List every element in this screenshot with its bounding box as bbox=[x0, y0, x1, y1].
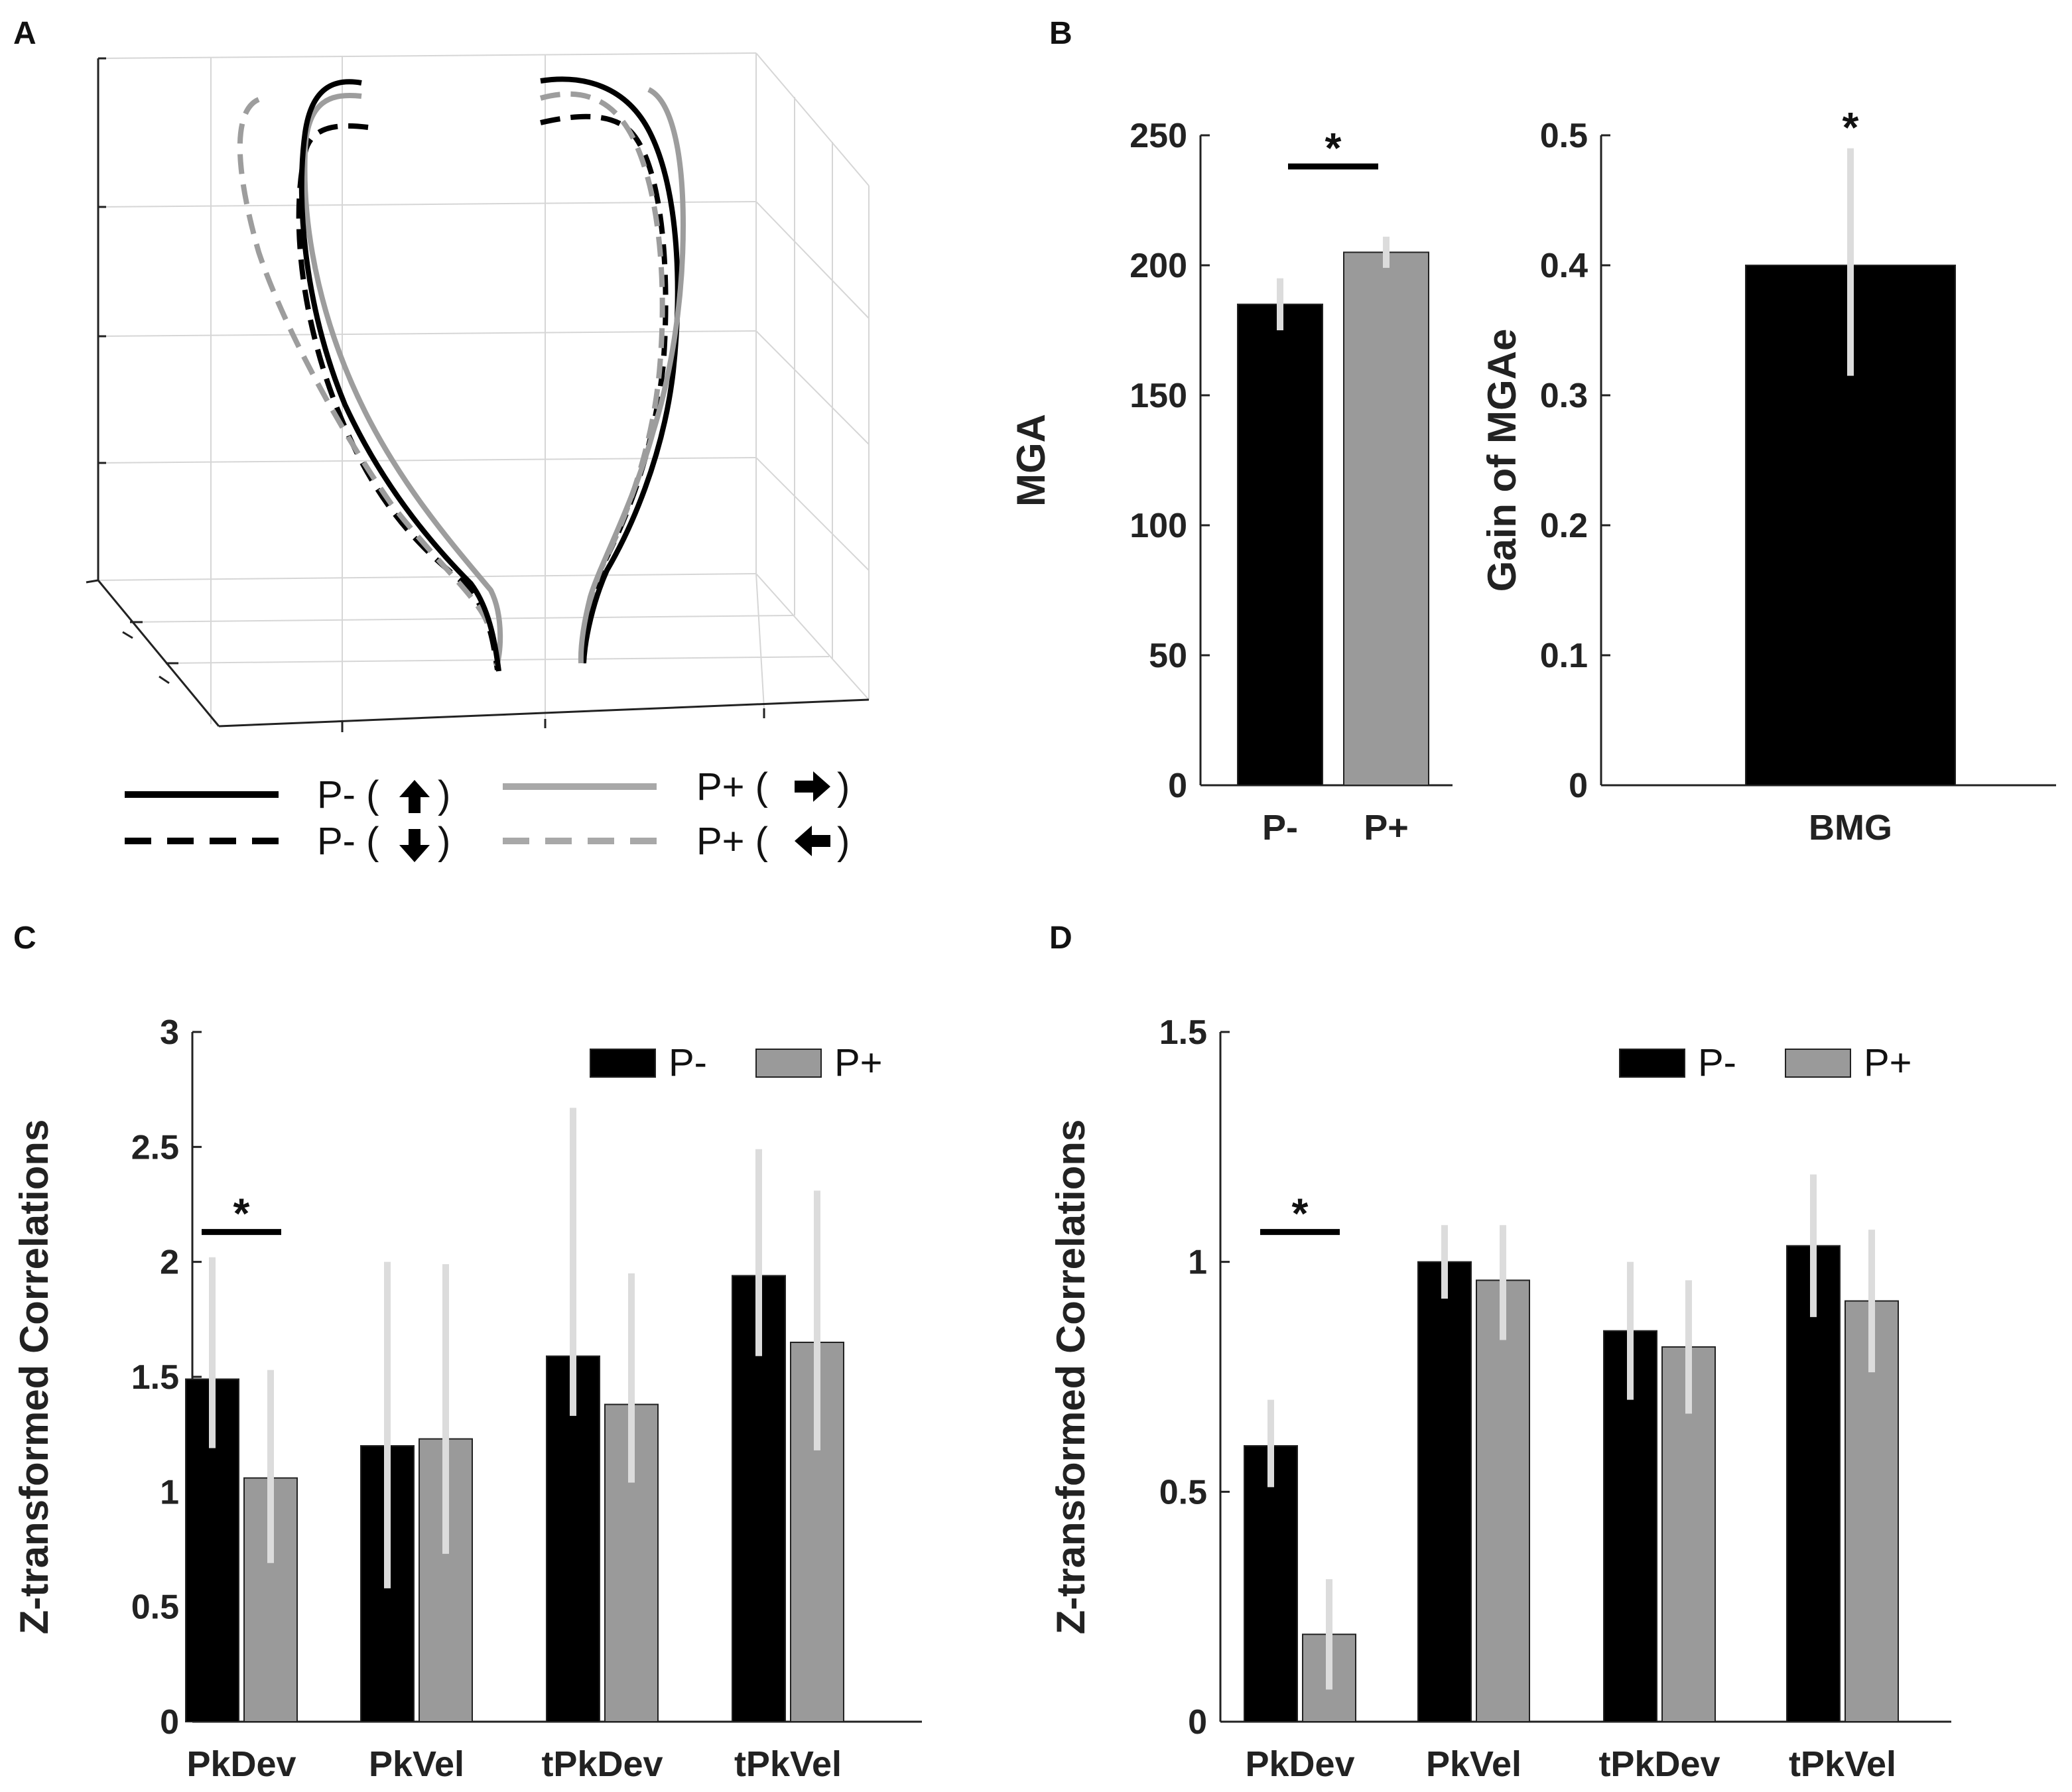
legend-swatch-p-minus bbox=[1619, 1049, 1685, 1078]
bar-P--tPkDev bbox=[546, 1355, 600, 1723]
trajectory-p-minus-up-right bbox=[540, 76, 680, 664]
x-category-label: P+ bbox=[1364, 808, 1409, 848]
y-tick-label: 1.5 bbox=[1159, 1013, 1207, 1052]
y-axis-label: Z-transformed Correlations bbox=[1049, 1120, 1093, 1635]
significance-star: * bbox=[1325, 124, 1342, 172]
y-tick-label: 0.5 bbox=[1540, 117, 1588, 155]
legend-label-p-plus: P+ bbox=[1864, 1041, 1912, 1084]
legend-label-p-minus: P- bbox=[1698, 1041, 1736, 1084]
legend-entry-p-minus-up: P- ( ) bbox=[125, 773, 450, 816]
x-category-label: BMG bbox=[1809, 808, 1892, 848]
legend-entry-p-plus-left: P+ ( ) bbox=[503, 820, 850, 863]
legend-close-paren: ) bbox=[438, 820, 450, 863]
y-tick-label: 1.5 bbox=[131, 1358, 179, 1397]
y-tick-label: 0 bbox=[1569, 767, 1588, 805]
panel-a-legend: P- ( ) P- ( ) P+ ( ) P+ ( ) bbox=[125, 765, 850, 863]
left-arrow-icon bbox=[795, 826, 830, 856]
significance-star: * bbox=[1843, 103, 1859, 151]
x-category-label: PkDev bbox=[1245, 1744, 1354, 1784]
legend-label-p-minus-up: P- ( bbox=[317, 773, 379, 816]
significance-star: * bbox=[233, 1190, 250, 1238]
y-tick-label: 0.4 bbox=[1540, 247, 1588, 285]
x-category-label: tPkVel bbox=[734, 1744, 842, 1784]
chart-c: 0 0.5 1 1.5 2 2.5 3 Z-transformed Correlations P… bbox=[12, 1013, 922, 1784]
legend-entry-p-minus-down: P- ( ) bbox=[125, 820, 450, 863]
y-tick-label: 250 bbox=[1130, 117, 1187, 155]
legend-close-paren: ) bbox=[438, 773, 450, 816]
y-tick-label: 3 bbox=[160, 1013, 179, 1052]
panel-a-grid bbox=[97, 52, 870, 727]
y-axis-label: Z-transformed Correlations bbox=[12, 1120, 56, 1635]
trajectory-p-plus-left-left bbox=[237, 97, 490, 625]
x-category-label: tPkDev bbox=[1598, 1744, 1720, 1784]
y-tick-label: 1 bbox=[160, 1473, 179, 1511]
chart-d: 0 0.5 1 1.5 Z-transformed Correlations PkDev P… bbox=[1049, 1013, 1951, 1784]
y-axis-label: MGA bbox=[1009, 414, 1053, 507]
panel-label-d: D bbox=[1049, 921, 1072, 956]
x-category-label: PkVel bbox=[1426, 1744, 1522, 1784]
chart-b-mga: 0 50 100 150 200 250 MGA P- P+ * bbox=[1009, 117, 1453, 848]
x-category-label: PkVel bbox=[369, 1744, 464, 1784]
x-category-label: PkDev bbox=[186, 1744, 296, 1784]
y-tick-label: 0 bbox=[160, 1703, 179, 1742]
significance-star: * bbox=[1292, 1190, 1309, 1238]
bar-P--tPkVel bbox=[1786, 1245, 1841, 1722]
bar-P--PkDev bbox=[1244, 1445, 1298, 1722]
legend-label-p-plus-left: P+ ( bbox=[696, 820, 768, 863]
down-arrow-icon bbox=[399, 829, 430, 862]
y-tick-label: 1 bbox=[1188, 1244, 1207, 1282]
y-tick-label: 200 bbox=[1130, 247, 1187, 285]
trajectory-p-minus-up-left bbox=[298, 79, 501, 672]
y-tick-label: 50 bbox=[1149, 637, 1187, 675]
legend-entry-p-plus-right: P+ ( ) bbox=[503, 765, 850, 808]
y-tick-label: 150 bbox=[1130, 377, 1187, 415]
y-tick-label: 0 bbox=[1168, 767, 1187, 805]
x-category-label: tPkVel bbox=[1789, 1744, 1896, 1784]
legend-swatch-p-plus bbox=[1785, 1049, 1851, 1078]
panel-label-a: A bbox=[13, 16, 36, 51]
panel-a-axes bbox=[86, 57, 870, 732]
trajectory-p-plus-right-right bbox=[578, 87, 686, 664]
y-axis-label: Gain of MGAe bbox=[1480, 329, 1524, 592]
y-tick-label: 0.2 bbox=[1540, 507, 1588, 545]
panel-a-3d-plot bbox=[86, 52, 870, 732]
legend-label-p-plus-right: P+ ( bbox=[696, 765, 768, 808]
x-category-label: P- bbox=[1262, 808, 1298, 848]
up-arrow-icon bbox=[399, 780, 430, 813]
panel-label-c: C bbox=[13, 921, 36, 956]
legend-swatch-p-plus bbox=[755, 1049, 822, 1078]
legend-label-p-plus: P+ bbox=[834, 1041, 883, 1084]
y-tick-label: 0.5 bbox=[1159, 1473, 1207, 1511]
legend-label-p-minus: P- bbox=[669, 1041, 707, 1084]
legend-swatch-p-minus bbox=[590, 1049, 656, 1078]
y-tick-label: 0.5 bbox=[131, 1588, 179, 1627]
chart-b-gain: 0 0.1 0.2 0.3 0.4 0.5 Gain of MGAe BMG * bbox=[1480, 103, 2056, 848]
x-category-label: tPkDev bbox=[541, 1744, 663, 1784]
legend-close-paren: ) bbox=[837, 765, 850, 808]
legend-close-paren: ) bbox=[837, 820, 850, 863]
bar-P+-PkVel bbox=[1476, 1279, 1530, 1722]
y-tick-label: 0.1 bbox=[1540, 637, 1588, 675]
y-tick-label: 2.5 bbox=[131, 1128, 179, 1167]
legend-label-p-minus-down: P- ( bbox=[317, 820, 379, 863]
y-tick-label: 0 bbox=[1188, 1703, 1207, 1742]
bar-P--PkVel bbox=[1417, 1261, 1472, 1722]
y-tick-label: 100 bbox=[1130, 507, 1187, 545]
right-arrow-icon bbox=[795, 771, 830, 802]
y-tick-label: 2 bbox=[160, 1244, 179, 1282]
panel-label-b: B bbox=[1049, 16, 1072, 51]
y-tick-label: 0.3 bbox=[1540, 377, 1588, 415]
bar-P- bbox=[1237, 303, 1323, 786]
bar-P+ bbox=[1343, 251, 1429, 786]
